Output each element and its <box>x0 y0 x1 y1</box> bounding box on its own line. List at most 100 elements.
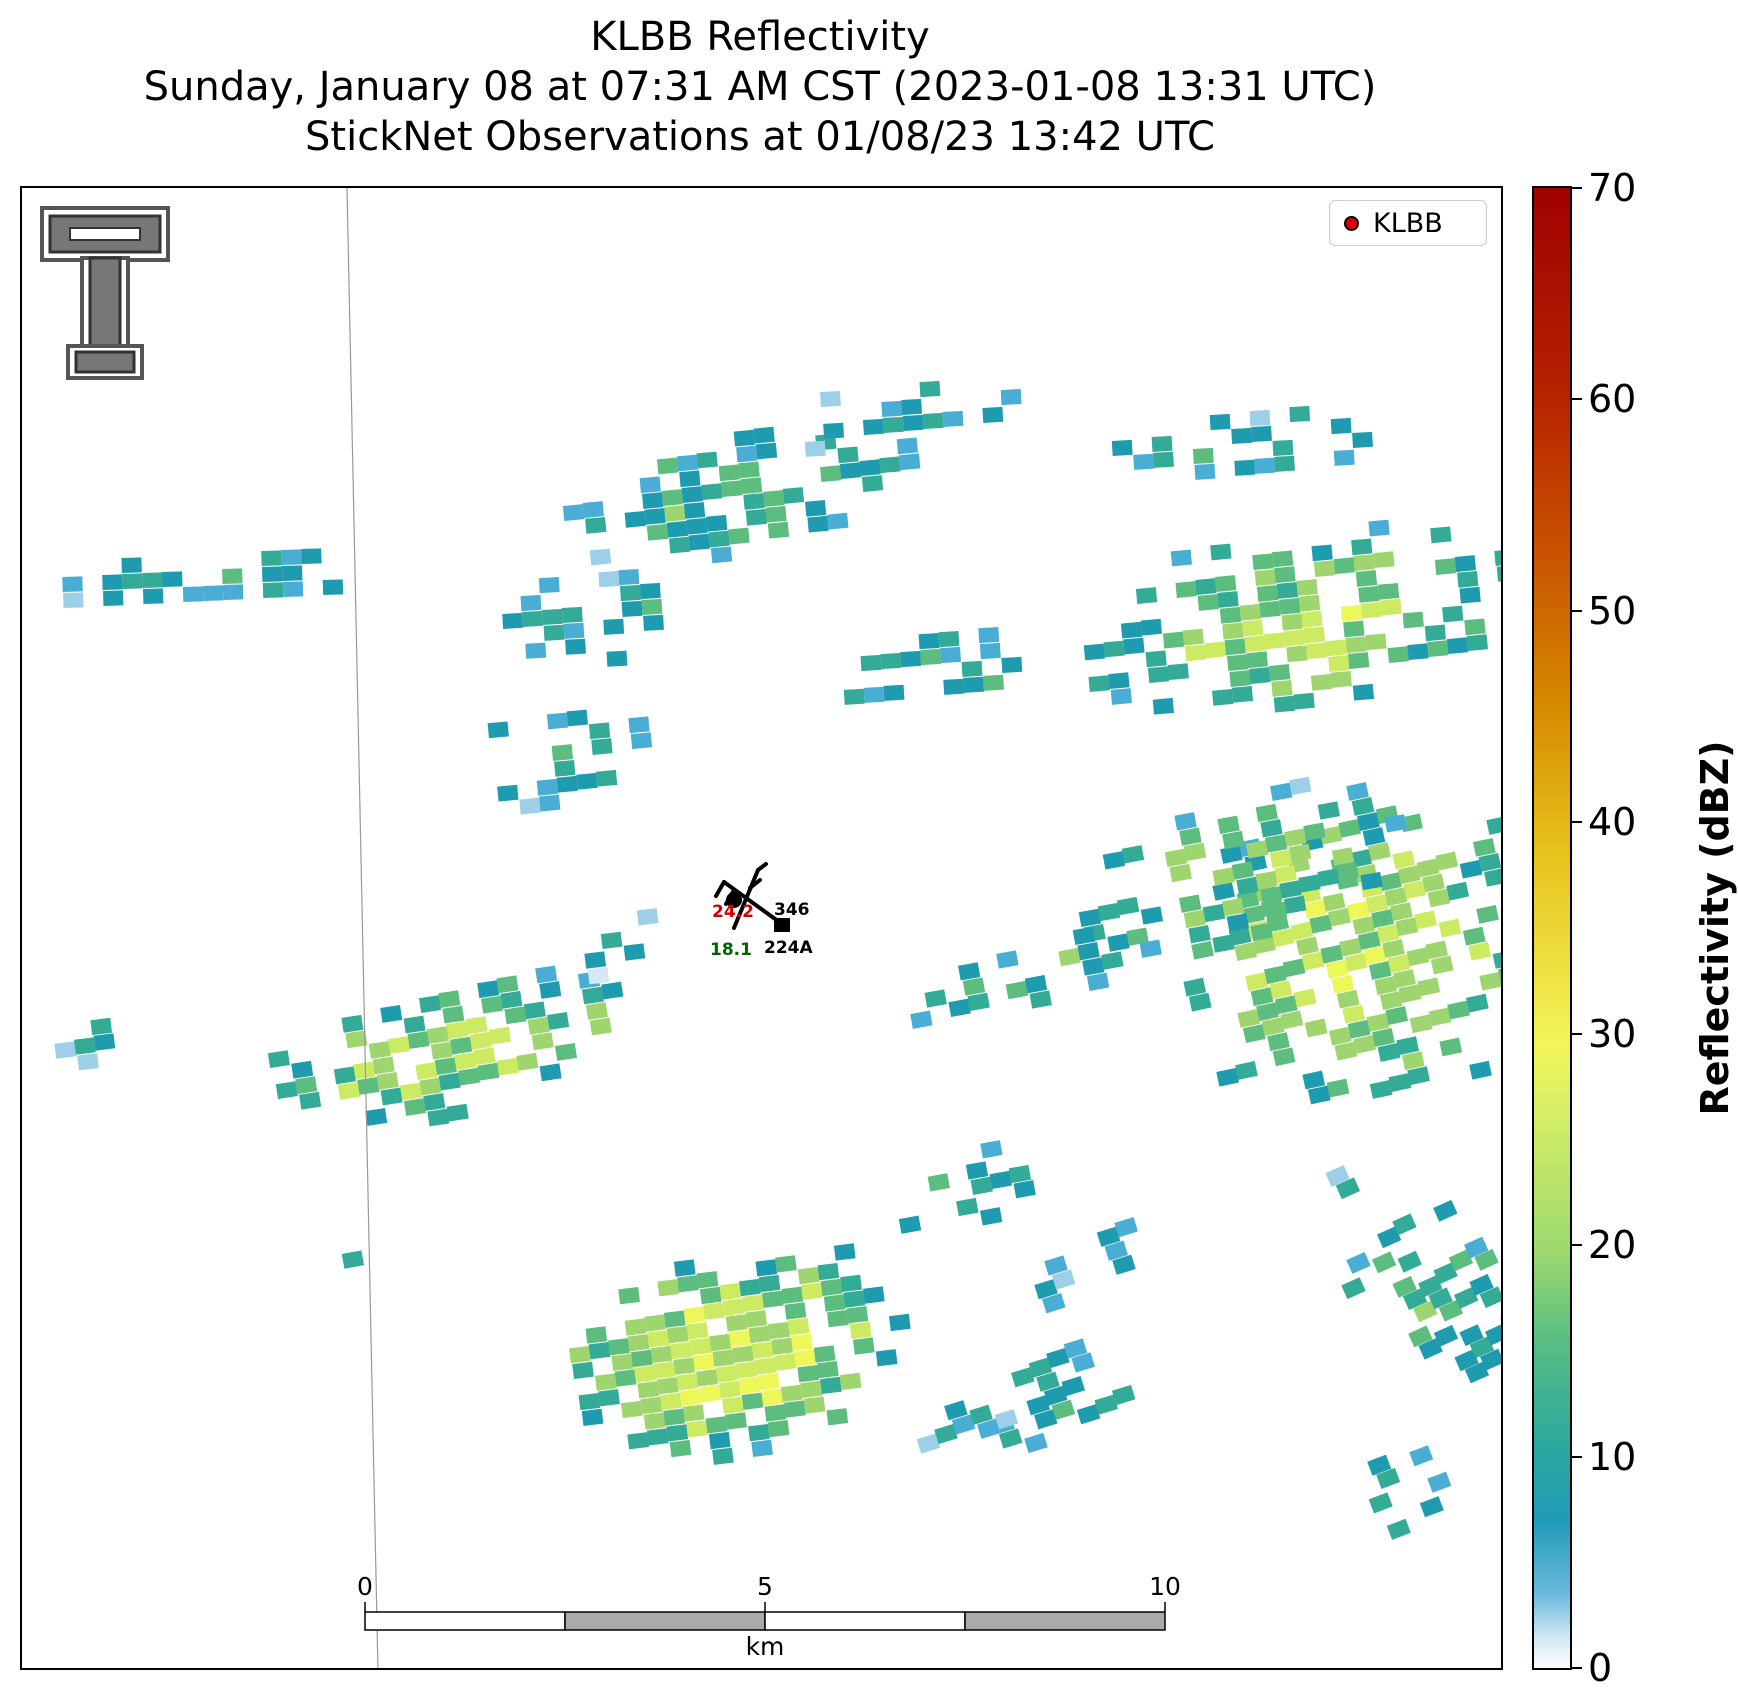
echo-cell <box>1175 581 1197 598</box>
echo-cell <box>1303 822 1326 841</box>
echo-cell <box>1244 635 1266 653</box>
echo-cell <box>1215 575 1237 592</box>
echo-cell <box>301 548 322 564</box>
echo-cell <box>1116 896 1140 916</box>
echo-cell <box>262 582 284 598</box>
echo-cell <box>1387 954 1411 974</box>
echo-cell <box>407 1031 430 1049</box>
echo-cell <box>1409 1445 1434 1467</box>
echo-cell <box>1454 555 1476 572</box>
echo-cell <box>1222 622 1244 640</box>
echo-cell <box>1212 934 1235 953</box>
echo-cell <box>446 1021 469 1040</box>
echo-cell <box>1204 641 1227 659</box>
echo-cell <box>653 1361 676 1379</box>
echo-cell <box>1401 1051 1425 1071</box>
echo-cell <box>1352 431 1373 448</box>
echo-cell <box>1387 646 1409 664</box>
echo-cell <box>1319 825 1343 845</box>
echo-cell <box>365 1108 388 1126</box>
echo-cell <box>388 1036 411 1054</box>
radar-map[interactable]: KLBB 24.2 346 18.1 224A 0 5 10 km <box>20 186 1503 1670</box>
echo-cell <box>551 744 573 761</box>
echo-cell <box>1111 439 1133 456</box>
echo-cell <box>538 577 560 594</box>
echo-cell <box>527 1016 550 1035</box>
echo-cell <box>1174 812 1197 831</box>
echo-cell <box>1372 1028 1395 1047</box>
echo-cell <box>1322 892 1346 912</box>
echo-cell <box>1209 413 1231 431</box>
echo-cell <box>446 1103 469 1122</box>
echo-cell <box>1331 974 1355 994</box>
echo-cell <box>1194 463 1216 480</box>
echo-cell <box>1310 673 1333 691</box>
echo-cell <box>962 977 986 996</box>
station-224a-dewpoint: 18.1 <box>710 940 752 960</box>
echo-cell <box>880 652 902 670</box>
echo-cell <box>554 1043 578 1061</box>
colorbar-tick-label: 60 <box>1588 377 1637 422</box>
echo-cell <box>780 1384 803 1402</box>
echo-cell <box>1376 924 1400 943</box>
echo-cell <box>1360 871 1383 891</box>
echo-cell <box>1304 1018 1328 1038</box>
echo-cell <box>1425 940 1448 960</box>
echo-cell <box>1446 881 1470 901</box>
echo-cell <box>1419 1496 1444 1518</box>
echo-cell <box>584 951 607 969</box>
echo-cell <box>977 1418 1001 1439</box>
echo-cell <box>121 557 142 573</box>
echo-cell <box>525 642 547 659</box>
echo-cell <box>735 1361 758 1379</box>
echo-cell <box>661 489 684 506</box>
colorbar-tick <box>1572 1667 1582 1669</box>
colorbar-tick <box>1572 1455 1582 1458</box>
echo-cell <box>1418 1275 1443 1298</box>
echo-cell <box>438 1072 461 1091</box>
colorbar-tick-label: 10 <box>1588 1434 1637 1479</box>
echo-cell <box>1231 861 1254 880</box>
echo-cell <box>103 590 124 606</box>
echo-cell <box>1371 1251 1397 1274</box>
echo-cell <box>1034 1409 1058 1430</box>
echo-cell <box>681 486 703 503</box>
echo-cell <box>353 1061 376 1080</box>
echo-cell <box>588 722 611 740</box>
echo-cell <box>679 470 701 488</box>
echo-cell <box>418 995 442 1014</box>
echo-cell <box>722 1298 745 1316</box>
echo-cell <box>122 573 143 589</box>
echo-cell <box>624 1318 647 1336</box>
echo-cell <box>641 598 663 615</box>
echo-cell <box>1264 632 1286 650</box>
echo-cell <box>587 967 610 985</box>
echo-cell <box>761 1388 783 1406</box>
echo-cell <box>608 1338 630 1356</box>
echo-cell <box>1289 776 1312 796</box>
echo-cell <box>504 1006 527 1025</box>
echo-cell <box>1188 925 1211 944</box>
echo-cell <box>763 490 785 507</box>
echo-cell <box>797 1266 820 1285</box>
colorbar-tick <box>1572 1032 1582 1035</box>
echo-cell <box>1152 697 1174 715</box>
echo-cell <box>768 1321 790 1340</box>
echo-cell <box>1289 405 1311 423</box>
echo-cell <box>1231 685 1254 703</box>
echo-cell <box>630 732 653 750</box>
echo-cell <box>1252 553 1274 571</box>
echo-cell <box>1001 656 1023 673</box>
echo-cell <box>582 501 604 518</box>
echo-cell <box>291 1060 314 1079</box>
echo-cell <box>839 1372 862 1390</box>
echo-cell <box>1464 1361 1490 1384</box>
echo-cell <box>875 1349 898 1367</box>
echo-cell <box>771 1337 794 1355</box>
echo-cell <box>341 1250 365 1269</box>
echo-cell <box>282 581 304 597</box>
echo-cell <box>562 504 585 521</box>
echo-cell <box>1352 683 1375 701</box>
colorbar-tick-label: 70 <box>1588 166 1637 210</box>
echo-cell <box>630 1349 653 1368</box>
